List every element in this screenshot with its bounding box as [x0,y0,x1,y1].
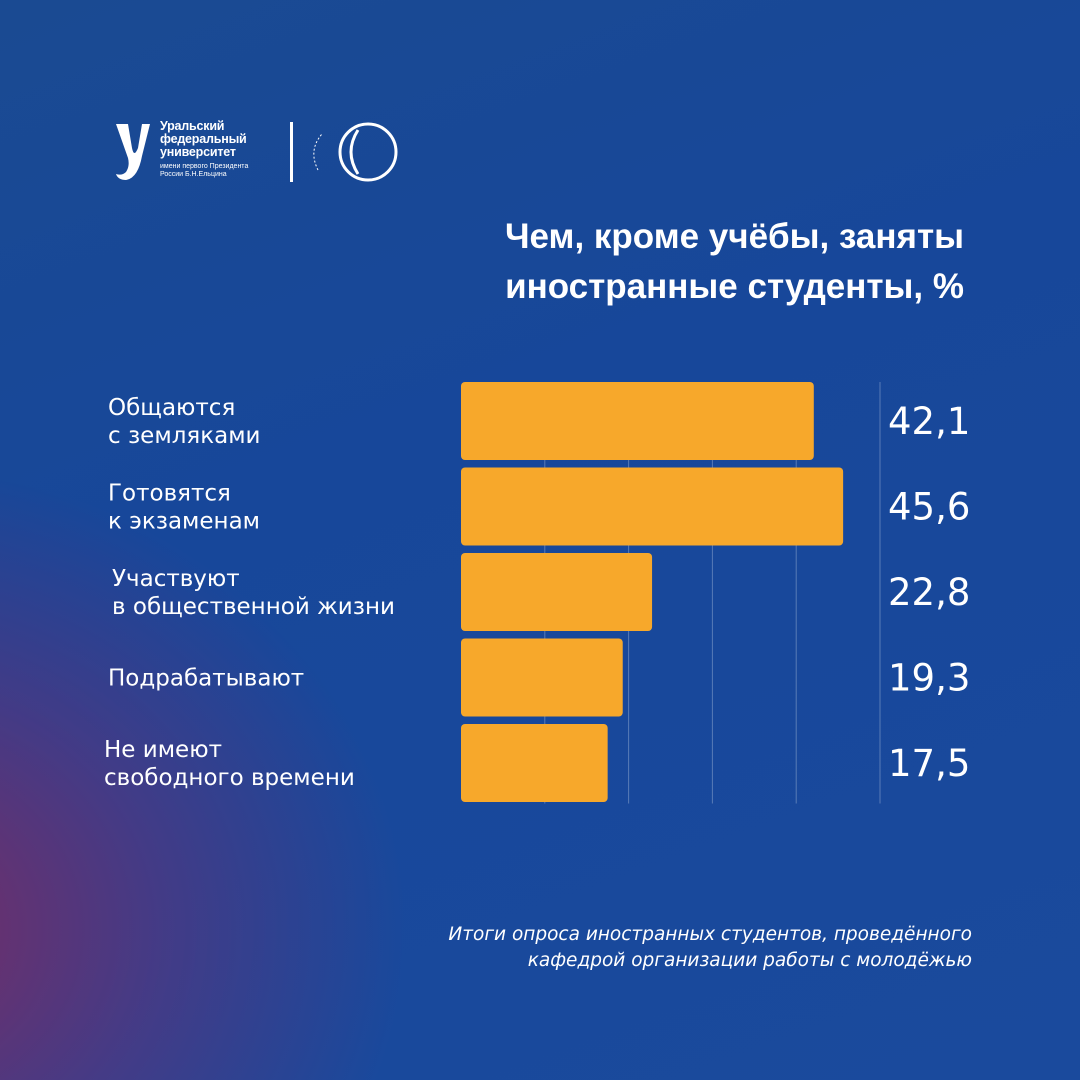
category-label-1: Готовятся к экзаменам [108,481,260,535]
chart-title: Чем, кроме учёбы, заняты иностранные сту… [504,217,964,306]
bar-4 [461,724,608,802]
survey-footnote: Итоги опроса иностранных студентов, пров… [448,924,972,971]
value-label-1: 45,6 [888,486,970,529]
category-label-4: Не имеют свободного времени [104,737,355,791]
value-label-2: 22,8 [888,571,970,614]
university-subtitle: имени первого Президента России Б.Н.Ельц… [160,163,249,178]
university-name: Уральский федеральный университет [160,119,247,159]
value-label-4: 17,5 [888,742,970,785]
bar-3 [461,638,623,717]
bar-1 [461,467,844,546]
category-label-2: Участвуют в общественной жизни [112,566,395,620]
bar-2 [461,553,653,631]
urfu-emblem-icon [116,124,150,180]
value-label-3: 19,3 [888,657,970,700]
urfu-logo: Уральский федеральный университет имени … [112,118,412,188]
category-label-3: Подрабатывают [108,666,304,692]
centenary-logo [288,120,408,184]
value-label-0: 42,1 [888,400,970,443]
bar-0 [461,382,814,460]
centenary-emblem-icon [290,122,398,182]
category-label-0: Общаются с земляками [108,395,261,449]
